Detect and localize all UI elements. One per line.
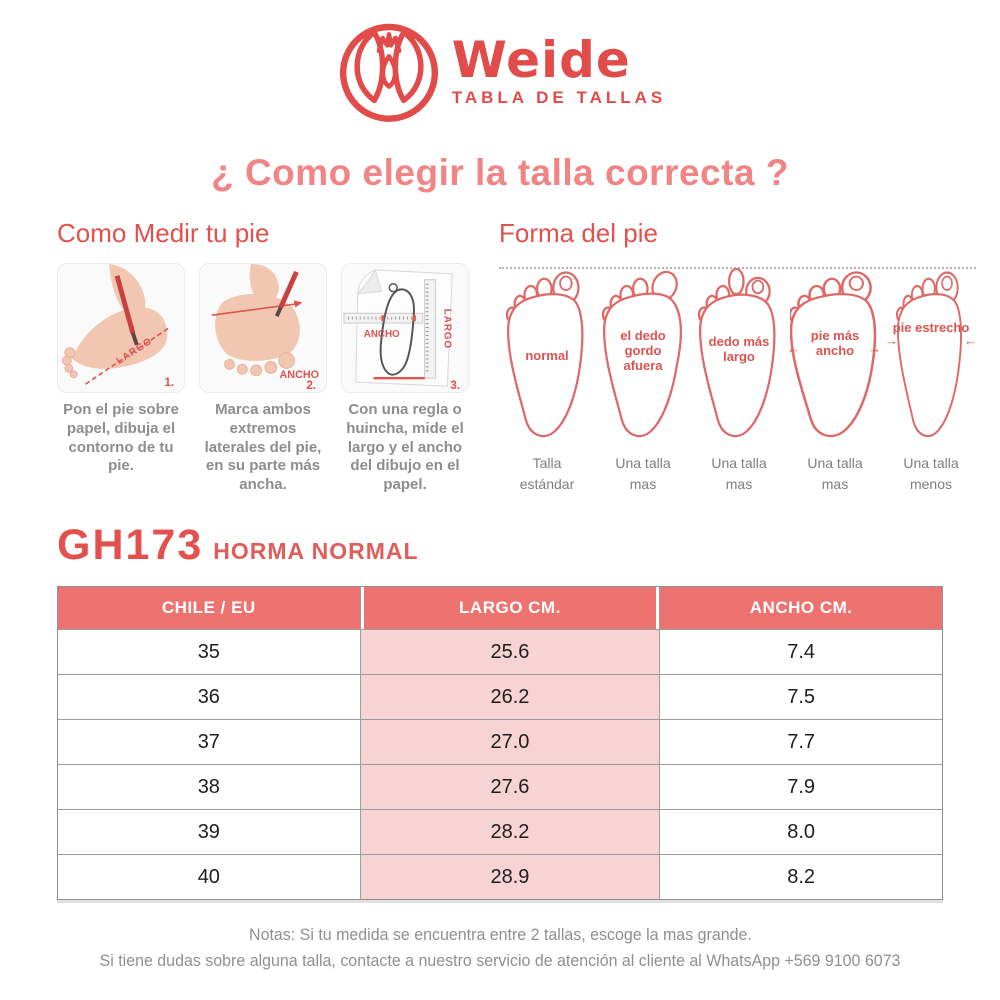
foot-shape-section: Forma del pie normal [499,218,980,495]
measure-step1-image: LARGO 1. [57,263,185,393]
size-cell: 40 [58,855,360,899]
table-header-largo: LARGO CM. [360,587,660,629]
arrow-left-icon: ← [964,333,977,348]
foot-shape-result: Talla estándar [519,455,575,492]
foot-shape-heading: Forma del pie [499,218,658,248]
foot-shape-label: pie estrecho [892,320,970,335]
largo-cell: 27.6 [360,765,660,809]
measure-heading: Como Medir tu pie [57,218,270,248]
step1-caption: Pon el pie sobre papel, dibuja el contor… [63,401,179,475]
largo-cell: 27.0 [360,720,660,764]
largo-cell: 28.2 [360,810,660,854]
product-code: GH173 [57,521,204,569]
brand-subtitle: TABLA DE TALLAS [451,88,667,108]
step3-number: 3. [450,378,460,392]
measure-step2-image: ANCHO 2. [199,263,327,393]
step2-caption: Marca ambos extremos laterales del pie, … [204,401,322,493]
step2-number: 2. [306,378,316,392]
step3-ancho-label: ANCHO [364,329,400,340]
note-line-1: Notas: Si tu medida se encuentra entre 2… [248,925,752,944]
foot-shape-result: Una talla mas [807,455,863,492]
arrow-right-icon: → [885,333,898,348]
brand-logo-icon [339,23,438,122]
foot-shape-label: normal [525,348,569,363]
size-cell: 38 [58,765,360,809]
foot-shape-wide-illustration: pie más ancho ← → [787,257,883,453]
page-title: ¿ Como elegir la talla correcta ? [211,152,789,193]
largo-cell: 25.6 [360,630,660,674]
foot-shape-label: el dedo gordo afuera [620,328,666,373]
foot-shape-big-toe-out-illustration: el dedo gordo afuera [595,257,691,453]
largo-cell: 26.2 [360,675,660,719]
product-heading: GH173 HORMA NORMAL [57,521,1000,570]
ancho-cell: 7.7 [660,720,942,764]
largo-cell: 28.9 [360,855,660,899]
product-fit-label: HORMA NORMAL [213,538,419,564]
ancho-cell: 8.0 [660,810,942,854]
measure-step3-image: LARGO ANCHO 3. [341,263,469,393]
size-cell: 36 [58,675,360,719]
ancho-cell: 7.9 [660,765,942,809]
size-table: CHILE / EU LARGO CM. ANCHO CM. 35 25.6 7… [57,586,943,900]
foot-shape-long-toe-illustration: dedo más largo [691,257,787,453]
instructions-section: Como Medir tu pie LARGO 1. [57,218,980,495]
foot-shape-result: Una talla mas [711,455,767,492]
ancho-cell: 8.2 [660,855,942,899]
brand-header: Weide TABLA DE TALLAS [0,14,1000,128]
step3-largo-label: LARGO [441,309,452,349]
step2-ancho-label: ANCHO [279,369,319,381]
foot-shape-label: pie más ancho [810,328,860,358]
arrow-right-icon: → [868,341,881,356]
table-header-ancho: ANCHO CM. [660,587,942,629]
foot-shape-result: Una talla mas [615,455,671,492]
step1-number: 1. [164,375,174,389]
foot-shape-result: Una talla menos [903,455,959,492]
size-cell: 39 [58,810,360,854]
step3-caption: Con una regla o huincha, mide el largo y… [346,401,464,493]
measure-section: Como Medir tu pie LARGO 1. [57,218,469,495]
table-header-chile-eu: CHILE / EU [58,587,360,629]
ancho-cell: 7.5 [660,675,942,719]
notes: Notas: Si tu medida se encuentra entre 2… [0,922,1000,975]
note-line-2: Si tiene dudas sobre alguna talla, conta… [99,951,901,971]
arrow-left-icon: ← [787,341,800,356]
brand-name: Weide [451,30,631,89]
size-cell: 35 [58,630,360,674]
foot-shape-normal-illustration: normal [499,257,595,453]
foot-shape-narrow-illustration: pie estrecho → ← [883,257,979,453]
size-cell: 37 [58,720,360,764]
ancho-cell: 7.4 [660,630,942,674]
foot-shape-label: dedo más largo [708,334,770,364]
